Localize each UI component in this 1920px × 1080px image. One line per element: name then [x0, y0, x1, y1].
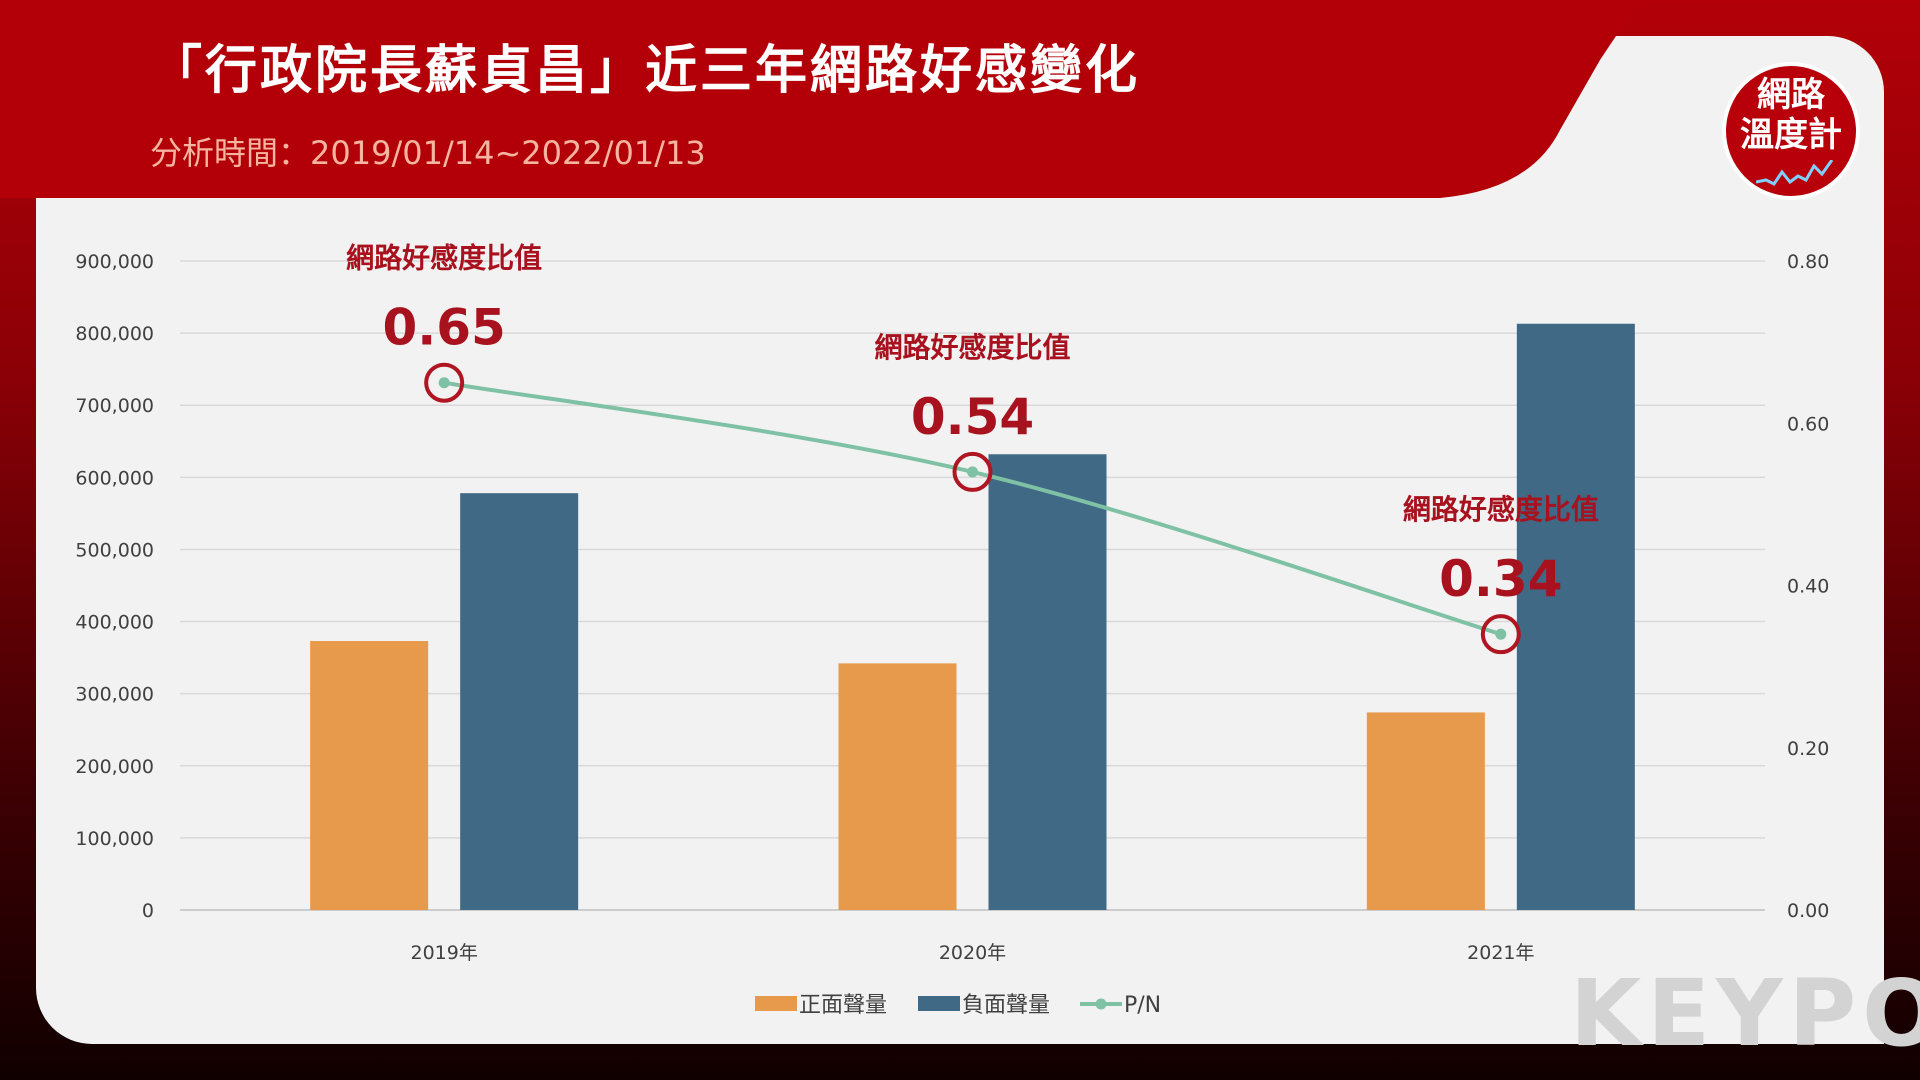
bar-positive [1366, 712, 1485, 910]
header-band [0, 0, 1640, 198]
left-axis-tick-label: 500,000 [75, 539, 154, 561]
gridlines [180, 260, 1765, 911]
pn-point [438, 377, 450, 389]
badge-line2: 溫度計 [1740, 115, 1842, 155]
legend: 正面聲量 負面聲量 P/N [755, 993, 1161, 1018]
x-axis-ticks: 2019年 2020年 2021年 [410, 942, 1534, 964]
badge-line1: 網路 [1757, 75, 1825, 115]
annotation-label: 網路好感度比值 [1403, 493, 1599, 526]
left-axis-tick-label: 200,000 [75, 756, 154, 778]
left-axis-tick-label: 300,000 [75, 684, 154, 706]
bar-negative [460, 493, 579, 910]
annotation-value: 0.34 [1439, 550, 1562, 608]
bars [310, 323, 1635, 910]
pn-point [967, 466, 978, 478]
pn-line-layer [424, 362, 1521, 655]
left-axis-tick-label: 600,000 [75, 467, 154, 489]
left-axis-tick-label: 700,000 [75, 395, 154, 417]
left-axis-tick-label: 900,000 [75, 251, 154, 273]
legend-swatch-negative [918, 996, 960, 1011]
left-axis-tick-label: 100,000 [75, 828, 154, 850]
legend-label-positive: 正面聲量 [799, 993, 887, 1018]
x-axis-tick-label: 2021年 [1467, 942, 1534, 964]
annotation-label: 網路好感度比值 [346, 242, 542, 275]
right-axis-tick-label: 0.60 [1787, 413, 1829, 435]
x-axis-tick-label: 2019年 [410, 942, 477, 964]
annotation-label: 網路好感度比值 [874, 331, 1070, 364]
legend-label-negative: 負面聲量 [962, 993, 1050, 1018]
legend-swatch-positive [755, 996, 797, 1011]
right-axis-tick-label: 0.80 [1787, 251, 1829, 273]
left-axis-tick-label: 0 [142, 900, 154, 922]
pn-highlight-ring [424, 362, 465, 403]
pn-highlight-ring [1480, 614, 1521, 655]
left-axis-ticks: 0 100,000 200,000 300,000 400,000 500,000 600,… [75, 251, 154, 922]
legend-marker-pn [1095, 998, 1107, 1010]
pn-highlight-ring [952, 451, 993, 492]
right-axis-tick-label: 0.40 [1787, 576, 1829, 598]
left-axis-tick-label: 800,000 [75, 323, 154, 345]
bar-positive [838, 663, 957, 910]
bar-positive [310, 641, 429, 910]
legend-label-pn: P/N [1124, 993, 1161, 1018]
bar-negative [1516, 323, 1635, 910]
x-axis-tick-label: 2020年 [939, 942, 1006, 964]
keypo-watermark: KEYPO [1570, 960, 1920, 1067]
annotation-value: 0.54 [911, 388, 1034, 446]
right-axis-tick-label: 0.00 [1787, 900, 1829, 922]
right-axis-tick-label: 0.20 [1787, 738, 1829, 760]
analysis-period: 分析時間：2019/01/14~2022/01/13 [150, 134, 706, 172]
pn-point [1495, 628, 1507, 640]
right-axis-ticks: 0.00 0.20 0.40 0.60 0.80 [1787, 251, 1829, 922]
bar-negative [988, 454, 1107, 910]
pulse-icon [1756, 160, 1834, 186]
annotations: 網路好感度比值 0.65 網路好感度比值 0.54 網路好感度比值 0.34 [346, 242, 1599, 608]
left-axis-tick-label: 400,000 [75, 612, 154, 634]
page-title: 「行政院長蘇貞昌」近三年網路好感變化 [150, 41, 1141, 101]
wangluo-wenduji-badge: 網路 溫度計 [1722, 62, 1860, 200]
annotation-value: 0.65 [382, 299, 505, 357]
